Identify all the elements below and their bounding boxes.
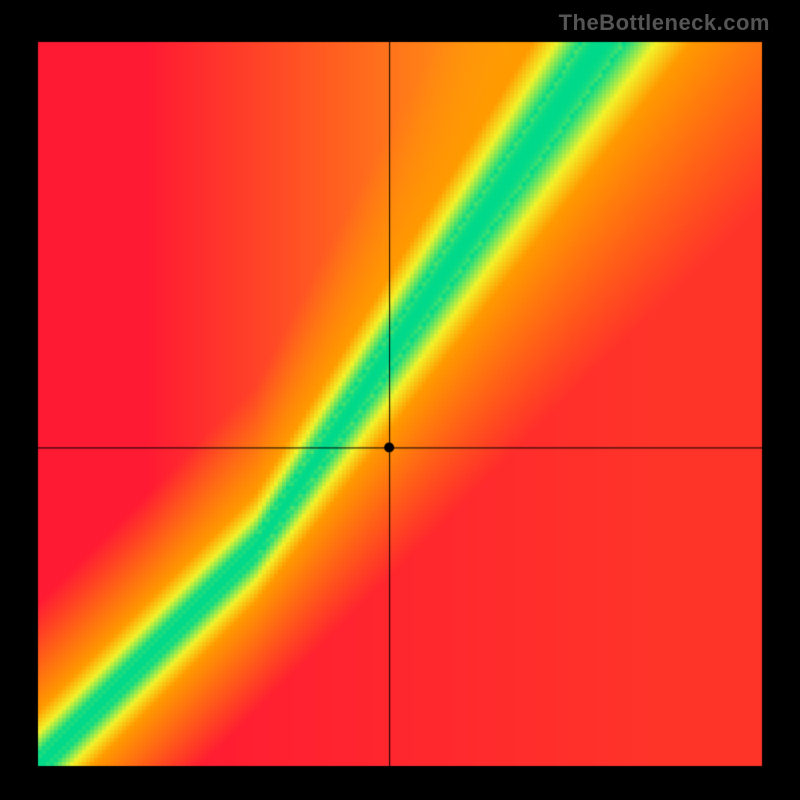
watermark-text: TheBottleneck.com <box>559 10 770 36</box>
bottleneck-heatmap <box>0 0 800 800</box>
chart-container: TheBottleneck.com <box>0 0 800 800</box>
